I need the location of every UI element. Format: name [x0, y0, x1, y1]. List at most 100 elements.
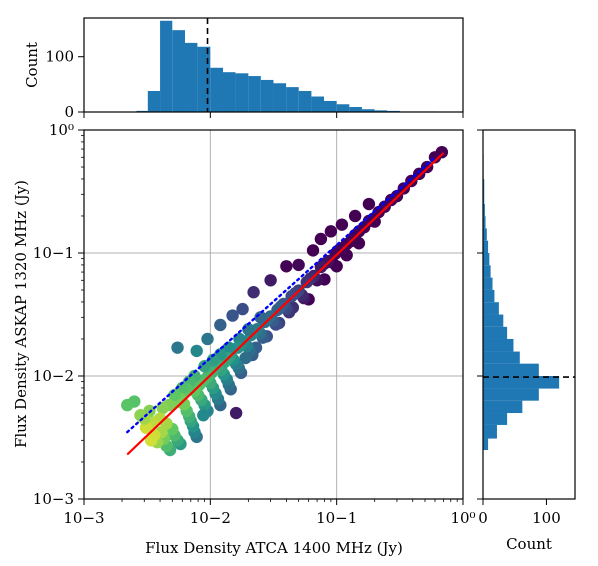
right-histogram-x-ticks: 0 100 — [478, 499, 561, 527]
y-tick-label: 10⁰ — [49, 121, 74, 139]
y-tick-label: 10−1 — [33, 244, 74, 262]
right-histogram-bar — [483, 438, 489, 451]
scatter-point — [197, 409, 210, 422]
right-histogram-bar — [483, 203, 485, 217]
scatter-point — [156, 401, 169, 415]
y-tick-label: 10−3 — [33, 490, 74, 508]
scatter-point — [201, 332, 214, 346]
top-y-tick-label: 100 — [45, 48, 74, 66]
scatter-point — [247, 286, 260, 299]
top-histogram-bar — [147, 90, 161, 112]
top-histogram-bar — [160, 20, 173, 112]
right-histogram-frame — [482, 129, 576, 500]
scatter-frame — [83, 129, 464, 500]
x-tick-label: 10−1 — [316, 509, 357, 527]
scatter-point — [314, 232, 328, 246]
scatter-point — [229, 406, 243, 420]
scatter-point — [292, 258, 305, 272]
right-histogram-bar — [483, 326, 508, 339]
right-histogram-bar — [483, 179, 485, 192]
scatter-point — [362, 197, 376, 211]
top-histogram-bar — [361, 109, 375, 112]
x-tick-label: 10⁰ — [450, 509, 475, 527]
top-histogram-bar — [235, 73, 249, 112]
top-histogram-bar — [184, 42, 198, 112]
right-histogram-bar — [483, 265, 491, 278]
right-histogram: 0 100 Count — [477, 129, 576, 553]
scatter-point — [412, 167, 426, 181]
scatter-point — [190, 344, 203, 358]
scatter-point — [254, 311, 267, 324]
y-axis-label: Flux Density ASKAP 1320 MHz (Jy) — [12, 180, 30, 448]
right-histogram-bar — [483, 302, 499, 315]
right-x-tick-label: 100 — [532, 509, 561, 527]
scatter-point — [348, 209, 362, 223]
right-histogram-xlabel: Count — [506, 535, 552, 553]
top-histogram-frame — [83, 17, 464, 113]
top-histogram-bar — [374, 110, 388, 112]
top-histogram-bars — [136, 20, 438, 113]
top-histogram-bar — [223, 72, 236, 112]
right-histogram-bar — [483, 191, 485, 204]
right-histogram-bar — [483, 216, 486, 229]
x-tick-label: 10−2 — [190, 509, 231, 527]
right-x-tick-label: 0 — [478, 509, 488, 527]
right-histogram-bar — [483, 424, 497, 439]
right-histogram-bar — [483, 338, 514, 352]
right-histogram-bar — [483, 413, 508, 425]
right-histogram-bar — [483, 376, 560, 389]
scatter-point — [206, 353, 220, 367]
scatter-point — [121, 398, 134, 412]
top-histogram-ylabel: Count — [23, 42, 41, 88]
top-histogram-bar — [248, 76, 261, 112]
scatter-point — [226, 309, 239, 322]
fit-line — [126, 152, 445, 456]
top-histogram-bar — [336, 104, 350, 112]
scatter-point — [214, 318, 227, 332]
right-histogram-bar — [483, 400, 523, 414]
right-histogram-bars — [483, 154, 560, 451]
top-histogram-bar — [349, 107, 362, 112]
scatter-point — [264, 274, 277, 287]
top-histogram-bar — [298, 90, 312, 112]
scatter-point — [280, 260, 293, 273]
right-histogram-bar — [483, 253, 490, 266]
top-histogram-bar — [273, 83, 287, 112]
top-y-tick-label: 0 — [64, 103, 74, 121]
top-histogram-y-ticks: 0 100 — [45, 48, 84, 121]
scatter-point — [306, 244, 320, 257]
scatter-point — [176, 381, 189, 395]
identity-line — [126, 156, 437, 434]
right-histogram-y-ticks — [477, 129, 483, 500]
right-histogram-bar — [483, 388, 539, 401]
right-histogram-bar — [483, 314, 504, 327]
right-histogram-bar — [483, 289, 495, 303]
right-histogram-bar — [483, 228, 487, 241]
x-axis-label: Flux Density ATCA 1400 MHz (Jy) — [145, 539, 403, 557]
x-tick-label: 10−3 — [63, 509, 104, 527]
top-histogram-bar — [260, 79, 274, 112]
scatter-x-ticks: 10−3 10−2 10−1 10⁰ — [63, 499, 476, 527]
top-histogram-bar — [210, 67, 224, 112]
scatter-point — [324, 225, 338, 238]
scatter-point — [171, 341, 184, 354]
scatter-plot: 10−3 10−2 10−1 10⁰ 10−3 10−2 10−1 10⁰ Flux Den… — [12, 121, 476, 557]
right-histogram-bar — [483, 351, 520, 364]
top-histogram-bar — [286, 87, 299, 112]
scatter-point — [144, 434, 158, 447]
right-histogram-bar — [483, 240, 489, 253]
scatter-point — [134, 409, 147, 422]
top-histogram: 0 100 Count — [23, 17, 464, 121]
scatter-point — [239, 351, 252, 365]
top-histogram-bar — [172, 30, 185, 113]
right-histogram-bar — [483, 363, 539, 376]
scatter-point — [198, 360, 211, 373]
top-histogram-bar — [197, 46, 211, 112]
right-histogram-bar — [483, 277, 493, 290]
scatter-point — [335, 218, 349, 231]
scatter-grid — [84, 130, 463, 499]
top-histogram-bar — [311, 96, 325, 112]
scatter-point — [314, 260, 328, 274]
scatter-point — [236, 302, 249, 316]
